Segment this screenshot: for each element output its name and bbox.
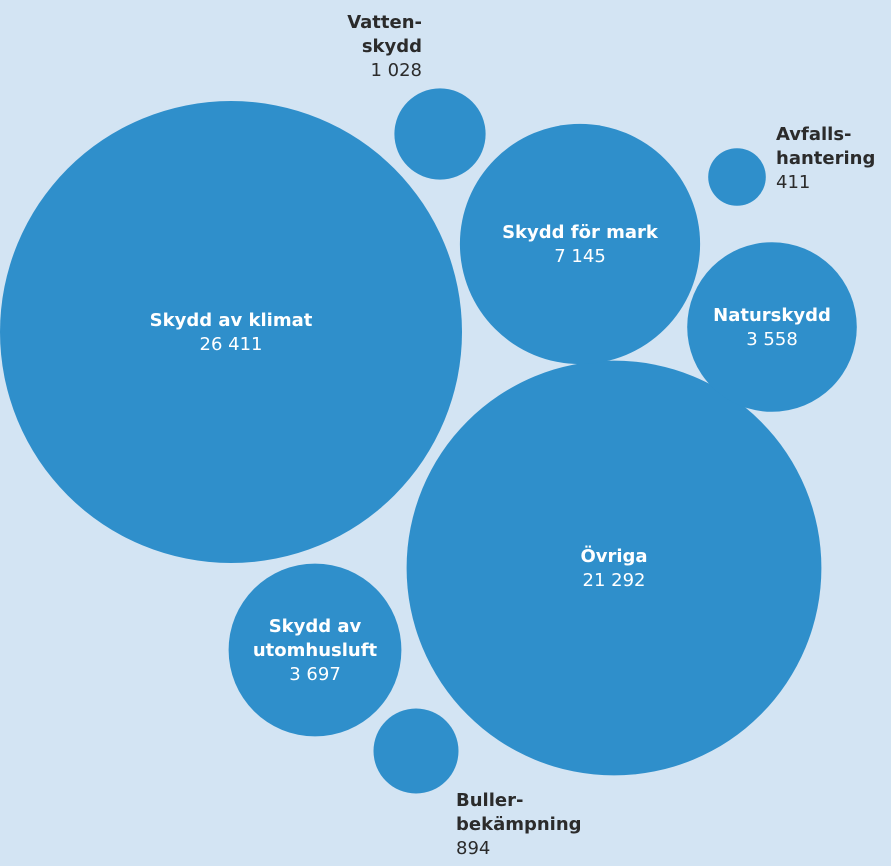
bubble-value-skydd-for-mark: 7 145 [554,246,606,267]
bubble-value-naturskydd: 3 558 [746,329,798,350]
bubble-value-skydd-av-utomhusluft: 3 697 [289,664,341,685]
bubble-label-skydd-av-klimat: Skydd av klimat [150,310,313,331]
bubble-avfallshantering: Avfalls-hantering 411 [708,124,875,206]
bubble-value-ovriga: 21 292 [583,570,646,591]
bubble-vattenskydd: Vatten-skydd 1 028 [347,12,486,180]
bubble-label-naturskydd: Naturskydd [713,305,831,326]
bubble-value-vattenskydd: 1 028 [370,60,422,81]
bubble-skydd-for-mark: Skydd för mark 7 145 [459,123,701,365]
bubble-label-bullerbekampning: Buller- [456,790,523,811]
bubble-label-bullerbekampning: bekämpning [456,814,582,835]
bubble-circle-skydd-av-utomhusluft [228,563,402,737]
bubble-value-avfallshantering: 411 [776,172,810,193]
bubble-label-avfallshantering: Avfalls- [776,124,852,145]
bubble-value-skydd-av-klimat: 26 411 [200,334,263,355]
bubble-circle-bullerbekampning [373,708,459,794]
bubble-label-ovriga: Övriga [580,545,647,567]
bubble-label-vattenskydd: Vatten- [347,12,422,33]
bubble-circle-ovriga [406,360,822,776]
bubble-bullerbekampning: Buller-bekämpning 894 [373,708,582,859]
bubble-circle-vattenskydd [394,88,486,180]
bubble-ovriga: Övriga 21 292 [406,360,822,776]
bubble-circle-skydd-av-klimat [0,101,462,563]
bubble-circle-naturskydd [687,242,857,412]
bubble-circle-skydd-for-mark [459,123,701,365]
bubble-circle-avfallshantering [708,148,766,206]
bubble-label-avfallshantering: hantering [776,148,875,169]
bubble-skydd-av-utomhusluft: Skydd av utomhusluft 3 697 [228,563,402,737]
bubble-skydd-av-klimat: Skydd av klimat 26 411 [0,101,462,563]
bubble-label-vattenskydd: skydd [362,36,422,57]
bubble-label-skydd-av-utomhusluft: Skydd av [269,616,362,637]
bubble-label-skydd-av-utomhusluft: utomhusluft [253,640,378,661]
bubble-naturskydd: Naturskydd 3 558 [687,242,857,412]
bubble-label-skydd-for-mark: Skydd för mark [502,222,659,243]
bubble-value-bullerbekampning: 894 [456,838,490,859]
